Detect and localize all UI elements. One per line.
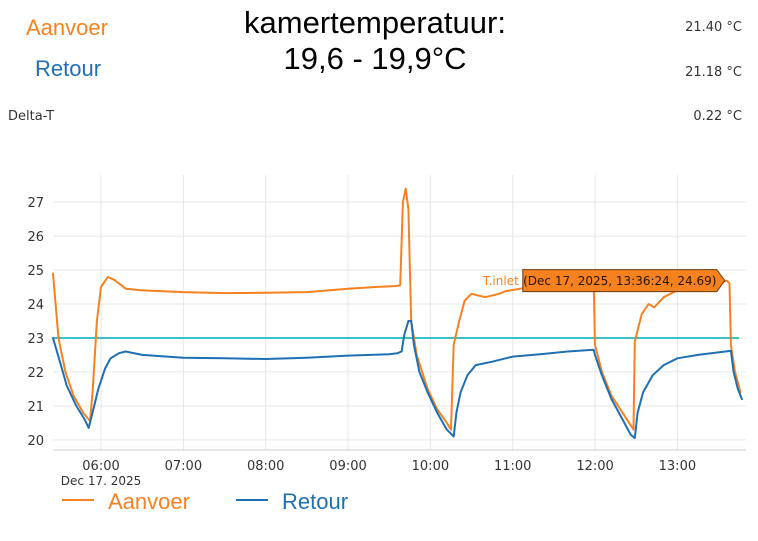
x-date-label: Dec 17. 2025 [61, 474, 141, 488]
x-tick-label: 08:00 [247, 459, 284, 474]
legend-label-retour: Retour [282, 489, 349, 514]
page-title: kamertemperatuur: [244, 5, 506, 40]
legend-label-aanvoer: Aanvoer [108, 489, 190, 514]
y-tick-label: 26 [27, 230, 44, 245]
retour-readout: 21.18 °C [685, 65, 742, 80]
x-tick-label: 06:00 [82, 459, 119, 474]
series-line-aanvoer [52, 187, 742, 431]
legend-swatch-retour [236, 499, 268, 501]
delta-t-readout: 0.22 °C [693, 109, 742, 124]
legend-swatch-aanvoer [62, 499, 94, 501]
chart-series [52, 187, 743, 440]
y-tick-label: 25 [27, 264, 44, 279]
retour-label: Retour [35, 56, 102, 81]
tooltip-box [522, 269, 726, 293]
x-tick-label: 07:00 [165, 459, 202, 474]
y-tick-label: 27 [27, 196, 44, 211]
tooltip-value: (Dec 17, 2025, 13:36:24, 24.69) [523, 274, 716, 288]
x-tick-label: 10:00 [412, 459, 449, 474]
y-tick-label: 22 [27, 366, 44, 381]
x-tick-label: 13:00 [659, 459, 696, 474]
delta-t-label: Delta-T [8, 109, 55, 124]
y-tick-label: 24 [27, 298, 44, 313]
x-tick-label: 12:00 [576, 459, 613, 474]
aanvoer-readout: 21.40 °C [685, 20, 742, 35]
y-tick-label: 20 [27, 434, 44, 449]
y-tick-label: 23 [27, 332, 44, 347]
x-tick-label: 11:00 [494, 459, 531, 474]
y-tick-label: 21 [27, 400, 44, 415]
x-tick-label: 09:00 [329, 459, 366, 474]
tooltip-series-label: T.inlet [482, 274, 519, 288]
chart-axes: 20 21 22 23 24 25 26 27 06:00 07:00 08:00 09:00 10:0… [27, 196, 746, 488]
chart-tooltip: (Dec 17, 2025, 13:36:24, 24.69) T.inlet [482, 269, 726, 293]
aanvoer-label: Aanvoer [26, 15, 108, 40]
series-line-retour [52, 320, 743, 440]
page-subtitle: 19,6 - 19,9°C [283, 41, 467, 76]
